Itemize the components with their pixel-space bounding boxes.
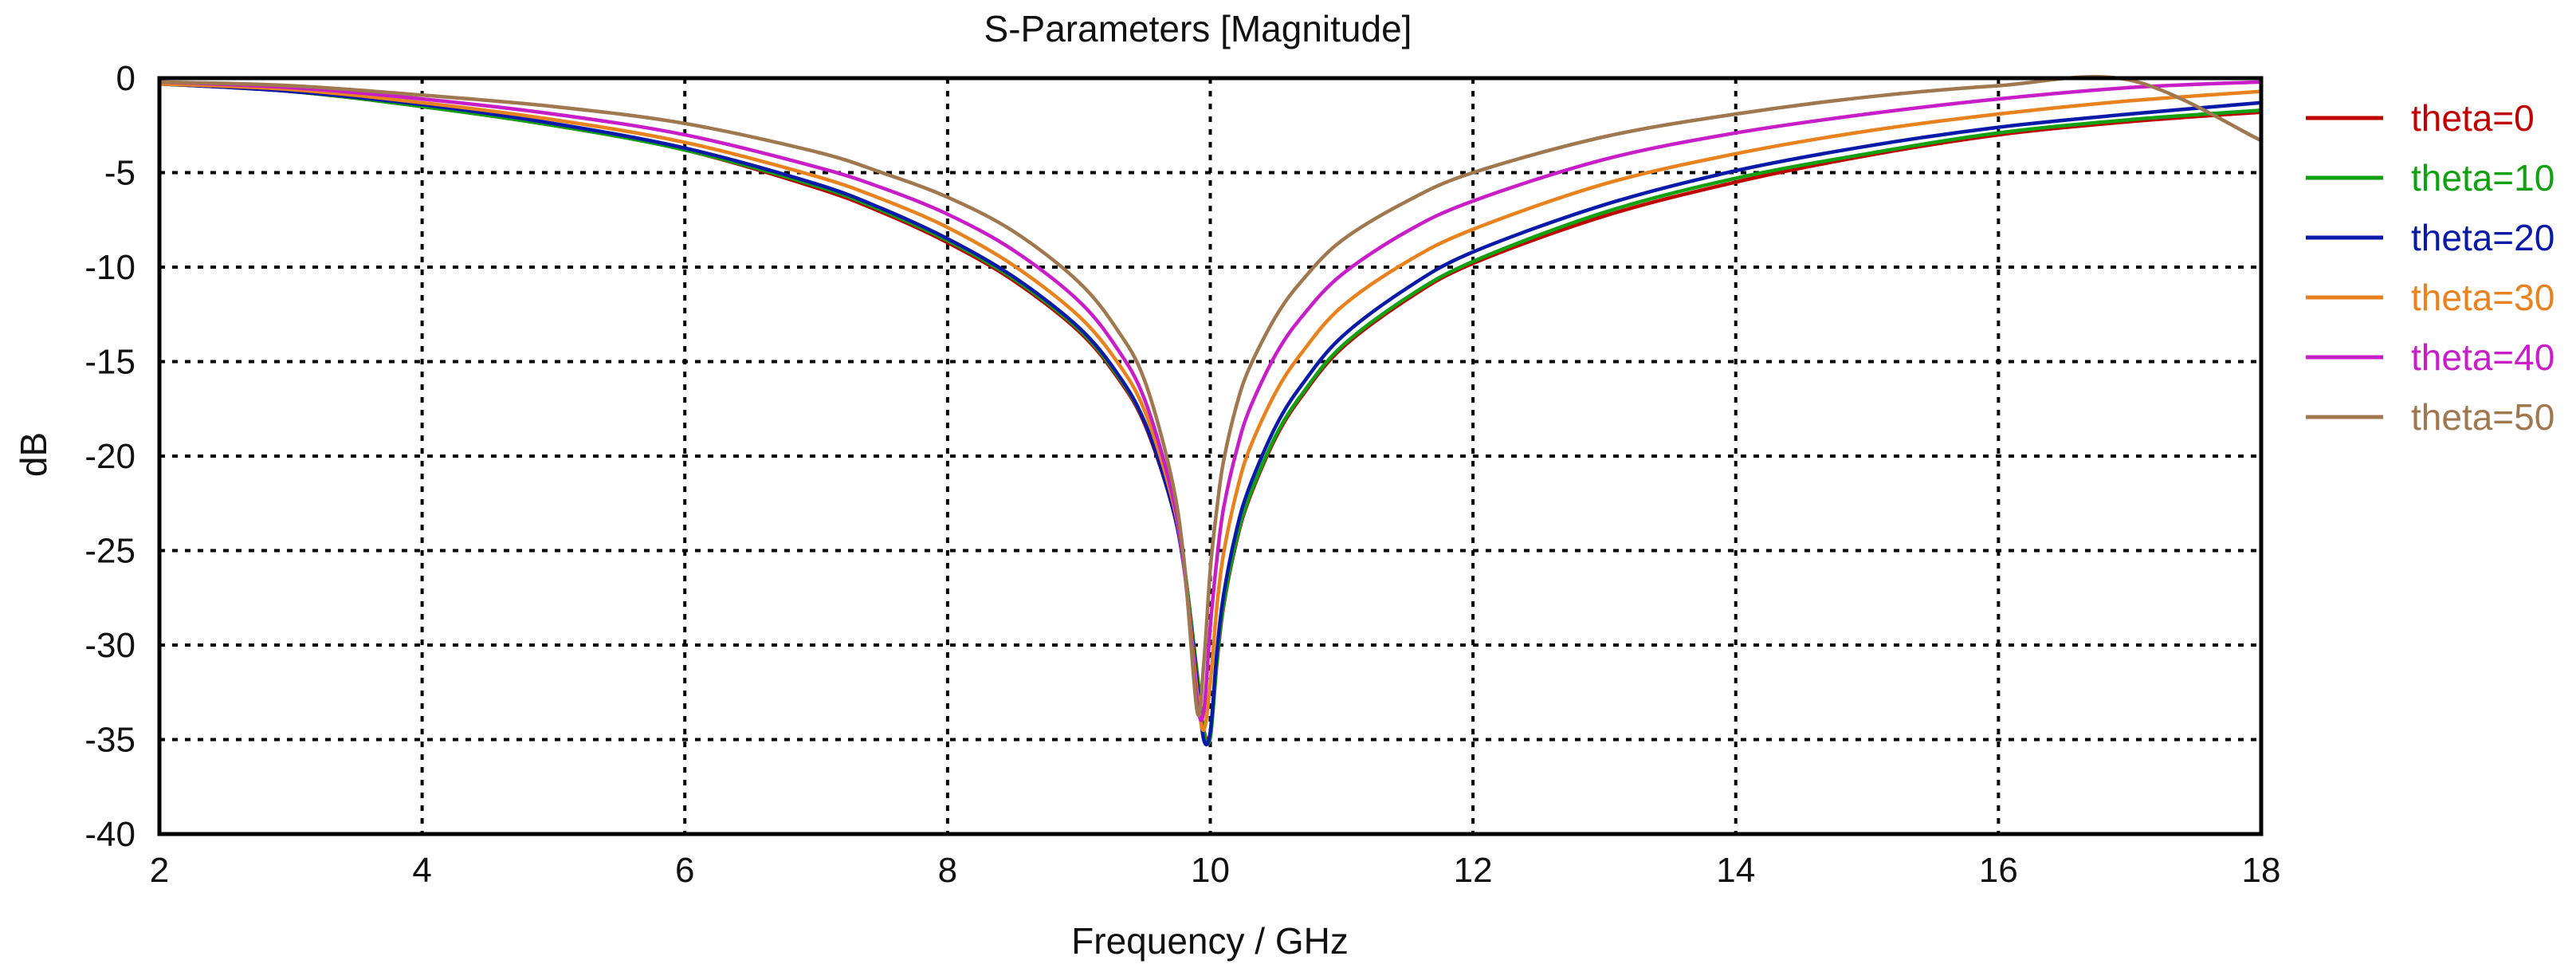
y-tick-label: -30 [84, 626, 135, 665]
y-tick-label: -25 [84, 532, 135, 571]
series-line-theta-20 [157, 81, 2264, 747]
legend-label: theta=40 [2411, 336, 2554, 378]
x-tick-label: 18 [2242, 851, 2281, 890]
y-tick-label: -5 [104, 154, 135, 193]
legend: theta=0 theta=10 theta=20 theta=30 theta=40 t… [2306, 97, 2554, 438]
legend-label: theta=0 [2411, 97, 2535, 139]
chart-title: S-Parameters [Magnitude] [984, 8, 1412, 49]
x-tick-label: 4 [412, 851, 431, 890]
legend-label: theta=50 [2411, 396, 2554, 438]
y-tick-label: 0 [116, 59, 135, 98]
x-tick-label: 16 [1979, 851, 2018, 890]
legend-label: theta=30 [2411, 277, 2554, 318]
x-tick-label: 6 [675, 851, 694, 890]
y-tick-label: -10 [84, 248, 135, 287]
plot-series [157, 74, 2264, 747]
x-tick-label: 12 [1454, 851, 1493, 890]
series-line-theta-30 [157, 81, 2264, 732]
x-axis-label: Frequency / GHz [1071, 920, 1349, 962]
x-tick-label: 2 [150, 851, 169, 890]
y-axis-label: dB [13, 432, 54, 477]
x-tick-label: 8 [938, 851, 957, 890]
x-tick-label: 10 [1191, 851, 1230, 890]
y-tick-label: -20 [84, 437, 135, 476]
legend-label: theta=20 [2411, 217, 2554, 258]
y-tick-label: -15 [84, 343, 135, 382]
series-line-theta-40 [157, 80, 2264, 722]
legend-label: theta=10 [2411, 157, 2554, 199]
series-line-theta-10 [157, 81, 2264, 746]
plot-frame [157, 76, 2264, 836]
x-tick-labels: 2 4 6 8 10 12 14 16 18 [150, 851, 2281, 890]
y-tick-label: -40 [84, 815, 135, 854]
y-tick-label: -35 [84, 721, 135, 760]
series-line-theta-50 [157, 74, 2264, 718]
y-tick-labels: 0 -5 -10 -15 -20 -25 -30 -35 -40 [84, 59, 135, 854]
x-tick-label: 14 [1716, 851, 1755, 890]
